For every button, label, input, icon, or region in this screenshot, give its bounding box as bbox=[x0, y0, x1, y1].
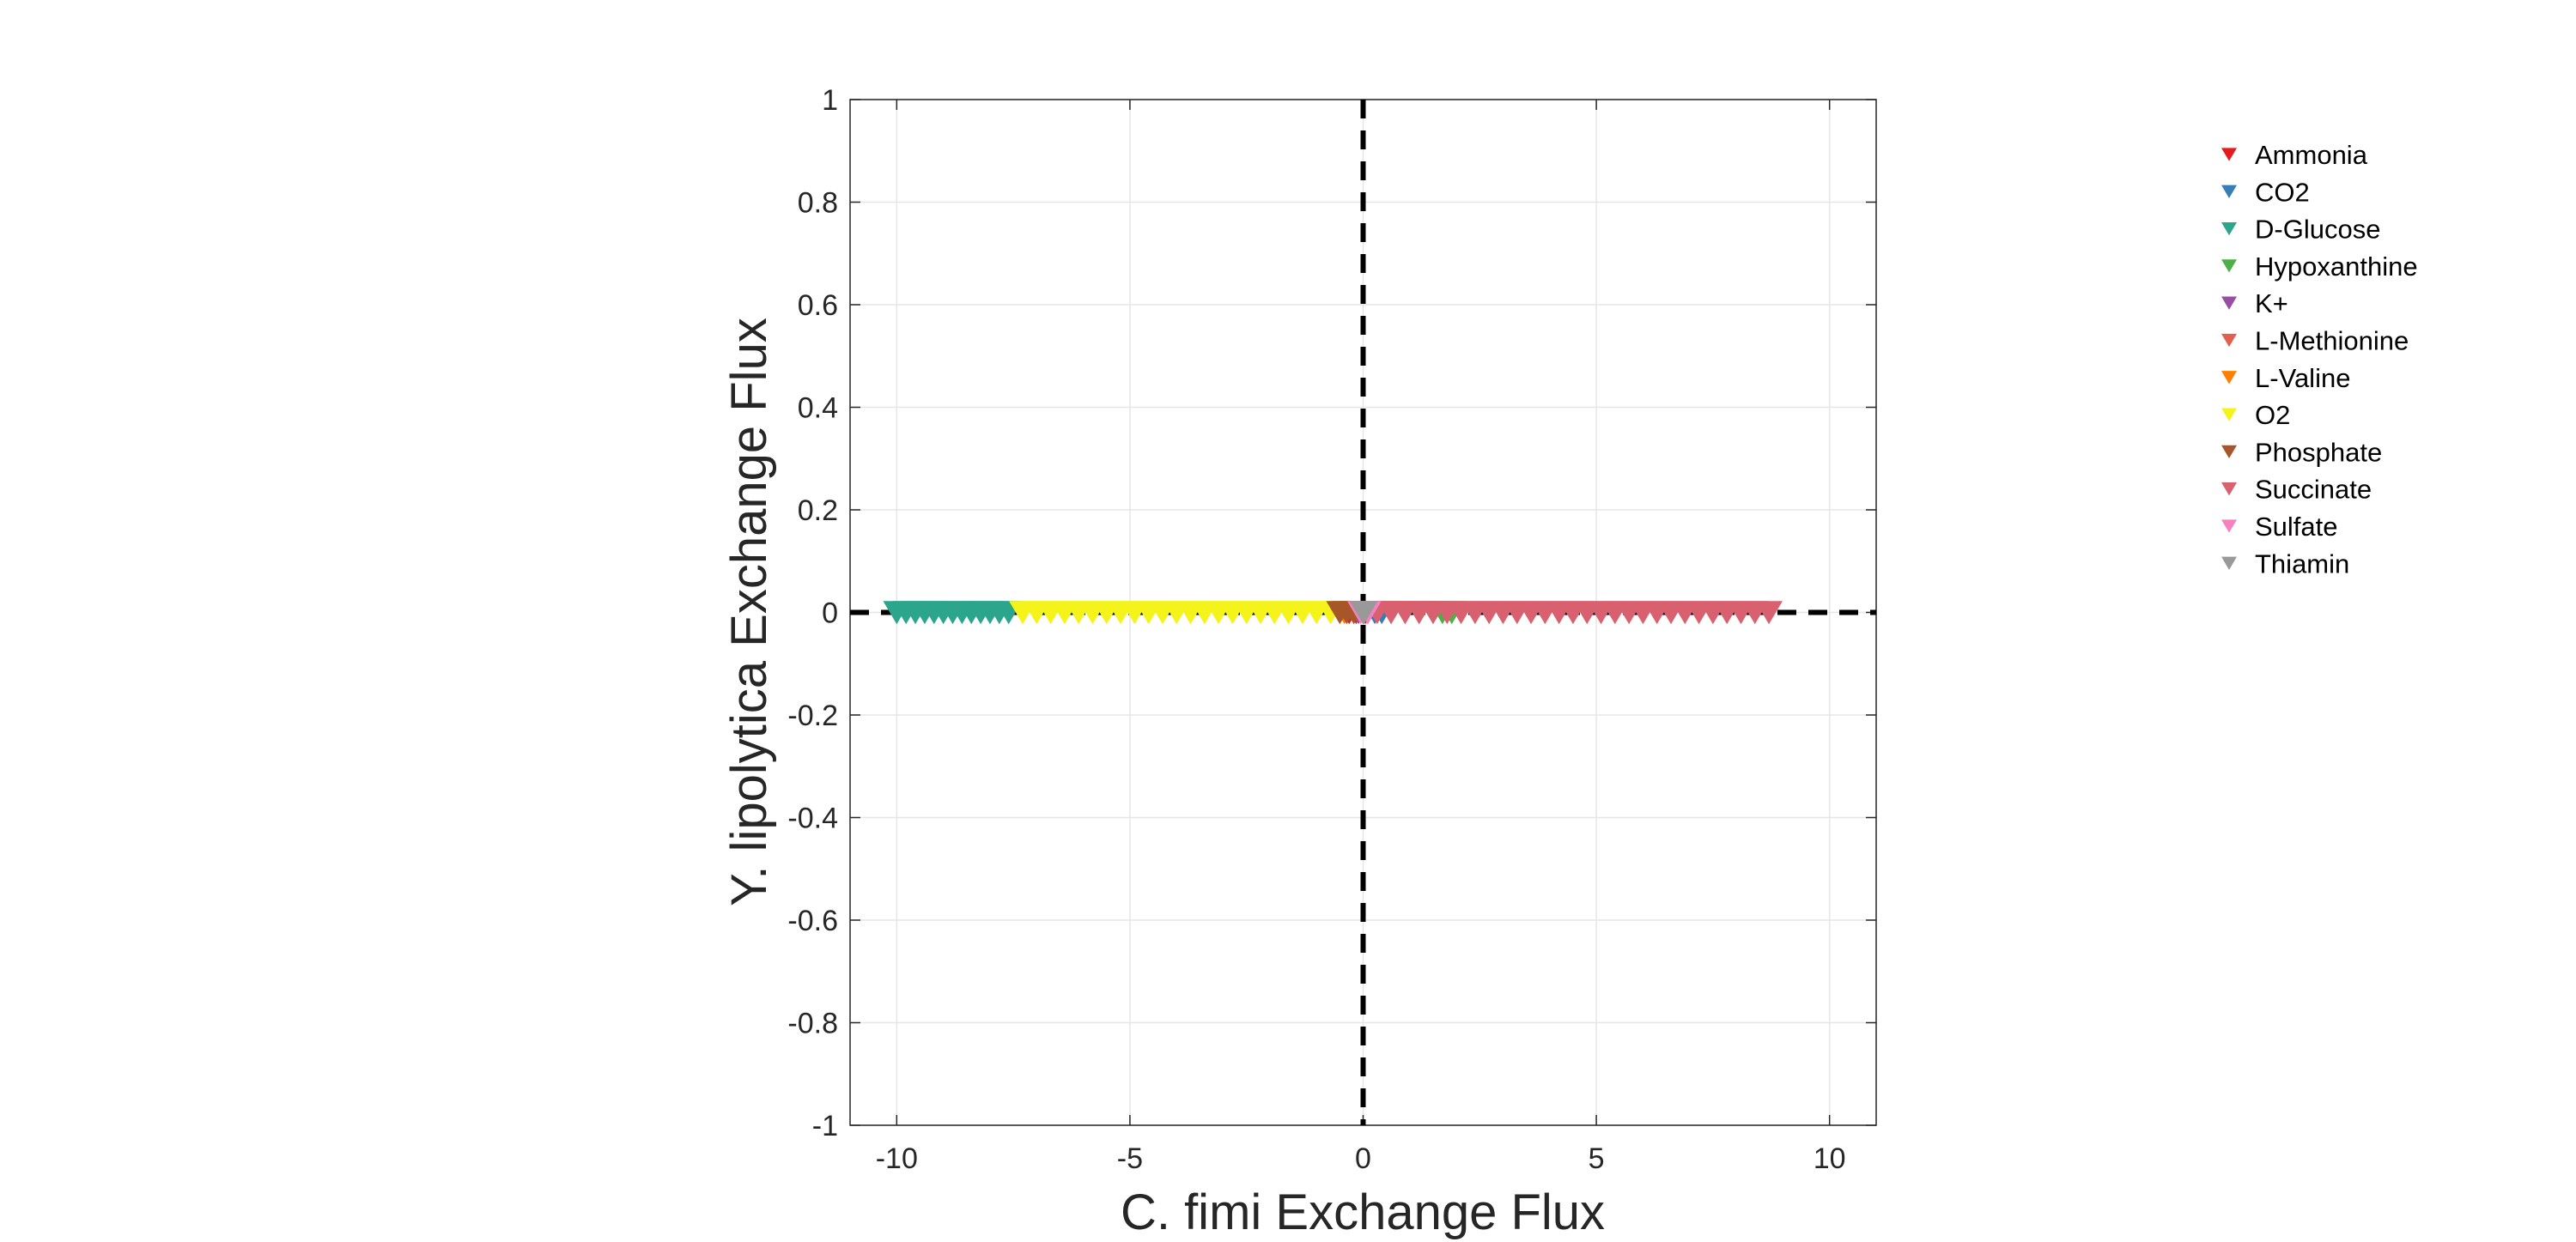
legend: Ammonia CO2 D-Glucose Hypoxanthine K+ L-Methi… bbox=[2221, 140, 2418, 579]
data-markers bbox=[883, 601, 1783, 625]
legend-label: Succinate bbox=[2255, 475, 2372, 505]
legend-item: Ammonia bbox=[2221, 140, 2368, 170]
x-axis-title: C. fimi Exchange Flux bbox=[1121, 1184, 1605, 1240]
legend-item: Succinate bbox=[2221, 475, 2372, 505]
x-tick-label: 0 bbox=[1355, 1142, 1371, 1175]
legend-marker bbox=[2221, 556, 2237, 570]
x-tick-label: -10 bbox=[876, 1142, 918, 1175]
legend-marker bbox=[2221, 482, 2237, 496]
legend-marker bbox=[2221, 148, 2237, 161]
legend-item: Hypoxanthine bbox=[2221, 251, 2418, 282]
legend-marker bbox=[2221, 408, 2237, 421]
series-d-glucose bbox=[883, 601, 1023, 625]
series-succinate bbox=[1363, 601, 1783, 625]
legend-item: CO2 bbox=[2221, 177, 2310, 207]
legend-label: CO2 bbox=[2255, 177, 2310, 207]
y-tick-label: 0.2 bbox=[798, 494, 838, 527]
y-axis-title: Y. lipolytica Exchange Flux bbox=[721, 318, 777, 906]
legend-item: O2 bbox=[2221, 400, 2290, 430]
legend-label: Thiamin bbox=[2255, 548, 2349, 579]
legend-marker bbox=[2221, 519, 2237, 533]
legend-label: L-Valine bbox=[2255, 363, 2350, 393]
legend-label: Sulfate bbox=[2255, 512, 2338, 542]
legend-marker bbox=[2221, 185, 2237, 198]
y-tick-label: -0.4 bbox=[787, 803, 838, 835]
legend-item: K+ bbox=[2221, 288, 2288, 318]
legend-marker bbox=[2221, 371, 2237, 385]
legend-marker bbox=[2221, 296, 2237, 310]
y-tick-label: -1 bbox=[812, 1110, 838, 1142]
legend-item: L-Methionine bbox=[2221, 326, 2409, 356]
legend-marker bbox=[2221, 221, 2237, 236]
legend-marker bbox=[2221, 445, 2237, 459]
legend-item: Thiamin bbox=[2221, 548, 2349, 579]
legend-label: D-Glucose bbox=[2255, 215, 2380, 245]
y-tick-labels: -1 -0.8 -0.6 -0.4 -0.2 0 0.2 0.4 0.6 0.8 1 bbox=[787, 84, 838, 1142]
x-tick-label: -5 bbox=[1117, 1142, 1143, 1175]
series-o2 bbox=[1009, 601, 1345, 625]
legend-item: L-Valine bbox=[2221, 363, 2350, 393]
y-tick-label: -0.6 bbox=[787, 905, 838, 937]
legend-label: L-Methionine bbox=[2255, 326, 2409, 356]
x-tick-label: 10 bbox=[1814, 1142, 1846, 1175]
y-tick-label: 0.6 bbox=[798, 289, 838, 322]
legend-label: O2 bbox=[2255, 400, 2290, 430]
legend-item: D-Glucose bbox=[2221, 215, 2380, 245]
legend-marker bbox=[2221, 333, 2237, 348]
y-tick-label: -0.2 bbox=[787, 700, 838, 732]
data-point bbox=[1350, 601, 1378, 625]
x-tick-label: 5 bbox=[1589, 1142, 1605, 1175]
legend-label: Phosphate bbox=[2255, 437, 2382, 467]
y-tick-label: 0.8 bbox=[798, 187, 838, 220]
legend-label: K+ bbox=[2255, 288, 2288, 318]
y-tick-label: 0.4 bbox=[798, 392, 838, 425]
legend-item: Phosphate bbox=[2221, 437, 2382, 467]
y-tick-label: 1 bbox=[822, 84, 838, 117]
y-tick-label: -0.8 bbox=[787, 1008, 838, 1040]
legend-marker bbox=[2221, 259, 2237, 273]
legend-label: Ammonia bbox=[2255, 140, 2368, 170]
legend-label: Hypoxanthine bbox=[2255, 251, 2418, 282]
data-point bbox=[1755, 601, 1783, 625]
series-thiamin bbox=[1349, 601, 1378, 625]
x-tick-labels: -10 -5 0 5 10 bbox=[876, 1142, 1846, 1175]
y-tick-label: 0 bbox=[822, 597, 838, 630]
legend-item: Sulfate bbox=[2221, 512, 2338, 542]
